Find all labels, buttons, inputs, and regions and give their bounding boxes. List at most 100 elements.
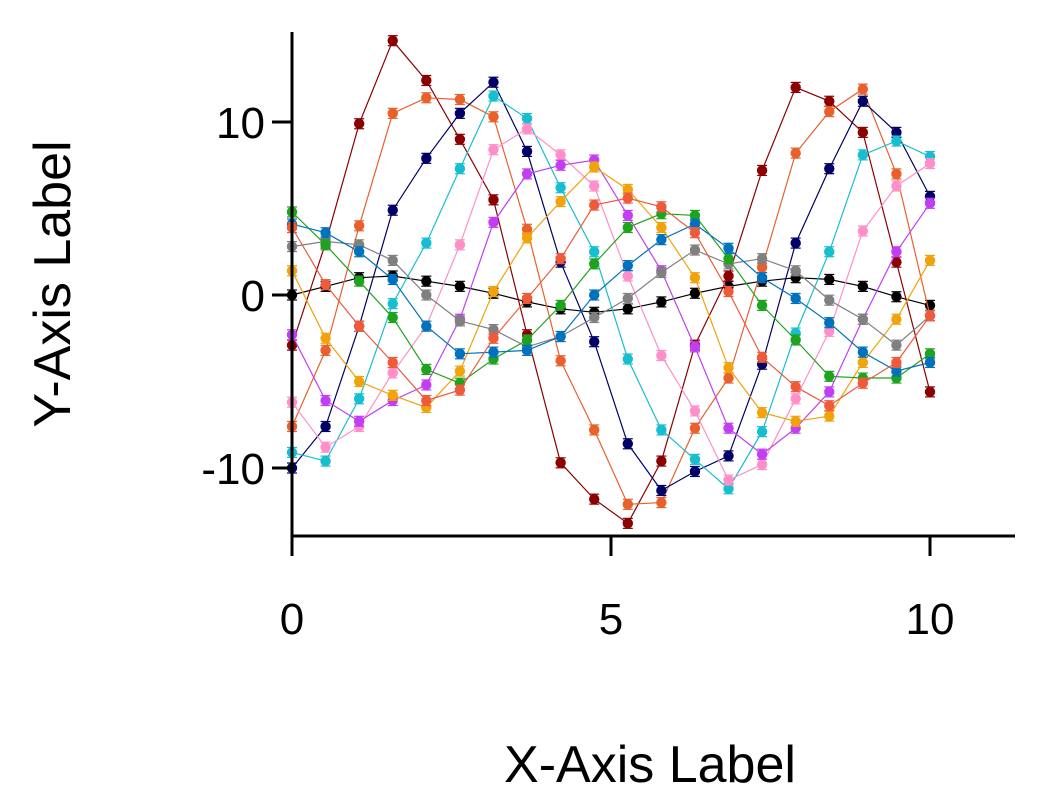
data-point <box>555 355 566 366</box>
data-point <box>521 113 533 124</box>
data-point <box>891 246 902 257</box>
data-point <box>555 182 566 193</box>
series-line <box>291 166 931 422</box>
series-line <box>291 39 931 525</box>
data-point <box>454 163 466 174</box>
data-point <box>790 82 801 93</box>
data-point <box>353 376 365 387</box>
data-point <box>488 194 499 206</box>
data-point <box>589 246 600 257</box>
data-point <box>589 424 600 436</box>
data-point <box>589 312 600 323</box>
data-point <box>555 196 566 207</box>
data-point <box>824 246 835 257</box>
data-point <box>857 346 869 358</box>
data-point <box>521 293 533 304</box>
data-point <box>421 237 432 249</box>
data-point <box>320 227 331 238</box>
data-point <box>521 232 533 244</box>
data-point <box>656 485 667 496</box>
data-point <box>353 320 365 332</box>
data-point <box>723 423 734 434</box>
data-point <box>723 253 734 264</box>
data-point <box>353 118 365 129</box>
data-point <box>689 210 701 221</box>
data-point <box>756 165 768 176</box>
data-point <box>387 108 398 119</box>
data-point <box>387 35 398 46</box>
data-point <box>857 127 869 138</box>
data-point <box>353 246 365 257</box>
data-point <box>824 294 835 306</box>
data-point <box>387 390 398 401</box>
series-1 <box>286 270 936 318</box>
data-point <box>790 393 801 404</box>
data-point <box>891 365 902 377</box>
data-point <box>488 77 499 88</box>
data-point <box>488 333 499 344</box>
data-point <box>824 326 835 337</box>
data-point <box>891 291 902 302</box>
data-point <box>589 199 600 211</box>
data-point <box>454 134 466 145</box>
data-point <box>521 123 533 135</box>
data-point <box>454 315 466 327</box>
data-point <box>891 135 902 147</box>
data-point <box>824 317 835 328</box>
data-point <box>421 320 432 332</box>
data-point <box>891 256 902 268</box>
data-point <box>320 279 331 290</box>
data-point <box>421 395 432 406</box>
data-point <box>656 201 667 212</box>
data-point <box>320 239 331 251</box>
data-point <box>555 253 566 264</box>
data-point <box>790 147 801 159</box>
series-12 <box>286 192 936 412</box>
data-point <box>756 407 768 418</box>
data-point <box>622 353 633 365</box>
data-point <box>521 334 533 346</box>
data-point <box>320 421 331 432</box>
data-point <box>488 90 499 102</box>
series-2 <box>286 35 936 529</box>
data-point <box>656 296 667 308</box>
data-point <box>924 348 936 360</box>
data-point <box>589 161 600 173</box>
series-3 <box>286 83 936 510</box>
data-point <box>689 466 701 477</box>
data-point <box>857 357 869 368</box>
data-point <box>656 222 667 233</box>
data-point <box>488 324 499 335</box>
data-point <box>790 416 801 427</box>
data-point <box>924 357 936 368</box>
data-point <box>857 314 869 325</box>
data-point <box>723 243 734 254</box>
series-line <box>291 211 931 384</box>
data-point <box>756 300 768 311</box>
data-point <box>320 455 331 467</box>
series-9 <box>286 235 936 353</box>
data-point <box>689 423 701 434</box>
data-point <box>857 96 869 107</box>
data-point <box>488 111 499 123</box>
data-point <box>723 372 734 384</box>
data-point <box>488 144 499 155</box>
data-point <box>320 395 331 406</box>
data-point <box>622 210 633 221</box>
data-point <box>589 258 600 270</box>
data-point <box>454 108 466 119</box>
data-point <box>353 275 365 287</box>
axis-ticks: 0 5 10 -10 0 10 <box>201 99 954 644</box>
data-point <box>353 393 365 404</box>
data-point <box>521 224 533 235</box>
data-point <box>454 384 466 396</box>
y-tick-label: 0 <box>241 272 265 321</box>
data-point <box>891 339 902 351</box>
data-point <box>555 149 566 161</box>
data-point <box>622 222 633 233</box>
data-point <box>589 180 600 192</box>
data-point <box>891 314 902 325</box>
data-point <box>521 146 533 157</box>
x-tick-label: 5 <box>599 595 623 644</box>
